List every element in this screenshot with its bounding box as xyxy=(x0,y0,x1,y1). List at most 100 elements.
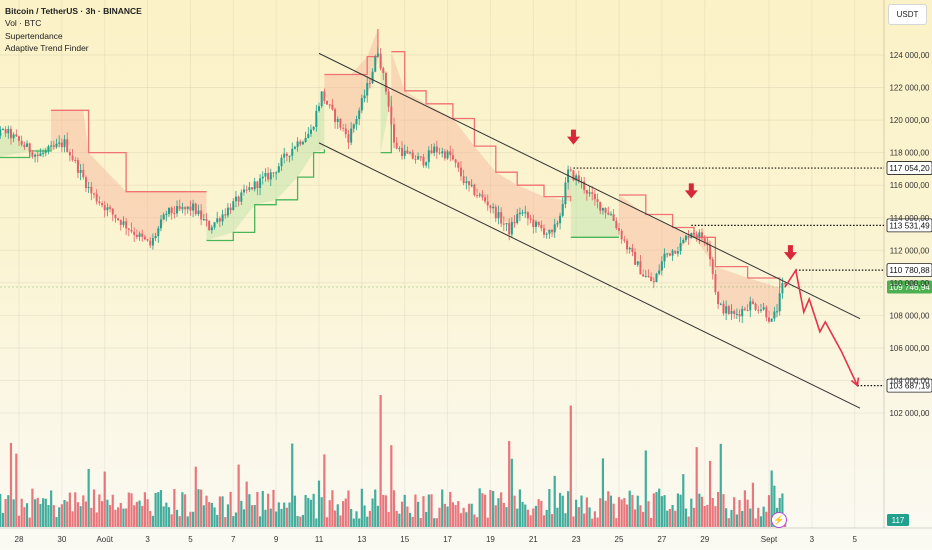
volume-bar xyxy=(781,493,784,527)
candle-body xyxy=(312,126,315,130)
x-tick-label: 21 xyxy=(529,535,538,544)
indicator-supertrend[interactable]: Supertendance xyxy=(5,30,63,41)
volume-bar xyxy=(216,514,219,527)
supertrend-line-down xyxy=(391,51,572,202)
candle-body xyxy=(411,152,414,159)
indicator-volume[interactable]: Vol · BTC xyxy=(5,18,42,29)
volume-bar xyxy=(240,500,243,527)
volume-bar xyxy=(692,507,696,527)
volume-bar xyxy=(494,505,497,527)
candle-body xyxy=(393,124,395,143)
candle-body xyxy=(481,194,484,198)
y-tick-label: 102 000,00 xyxy=(889,409,930,418)
volume-bar xyxy=(165,502,168,527)
volume-bar xyxy=(475,517,479,527)
y-tick-label: 116 000,00 xyxy=(890,181,930,190)
volume-bar xyxy=(580,495,583,527)
volume-bar xyxy=(446,506,449,527)
volume-bar xyxy=(625,504,629,527)
candle-body xyxy=(360,98,363,111)
volume-bar xyxy=(617,497,621,527)
indicator-adaptive-trend[interactable]: Adaptive Trend Finder xyxy=(5,43,89,54)
volume-bar xyxy=(323,454,326,527)
volume-bar xyxy=(623,498,626,527)
volume-bar xyxy=(23,507,26,527)
candle-body xyxy=(245,189,248,191)
volume-bar xyxy=(379,395,382,527)
current-price-label: 109 746,94 xyxy=(889,283,930,292)
volume-bar xyxy=(714,506,717,527)
volume-bar xyxy=(135,501,138,527)
candle-body xyxy=(277,166,280,173)
candle-body xyxy=(267,172,270,180)
x-tick-label: 15 xyxy=(400,535,409,544)
candle-body xyxy=(634,252,637,265)
candle-body xyxy=(510,222,513,235)
candle-body xyxy=(178,206,181,209)
volume-bar xyxy=(90,507,93,527)
lightning-icon[interactable]: ⚡ xyxy=(771,512,787,528)
candle-body xyxy=(446,151,449,159)
volume-bar xyxy=(149,511,152,527)
candle-body xyxy=(283,153,286,158)
candle-body xyxy=(553,224,556,233)
candle-body xyxy=(585,190,588,194)
volume-bar xyxy=(465,512,468,527)
candle-body xyxy=(315,110,318,127)
candle-body xyxy=(18,136,20,141)
candle-body xyxy=(679,243,682,252)
candle-body xyxy=(352,124,355,129)
candle-body xyxy=(599,201,602,211)
candle-body xyxy=(524,212,527,214)
volume-bar xyxy=(117,507,120,527)
candle-body xyxy=(650,276,653,282)
volume-bar xyxy=(374,489,377,527)
candle-body xyxy=(757,309,760,311)
candle-body xyxy=(668,253,671,256)
supertrend-fill-down xyxy=(619,195,780,319)
volume-bar xyxy=(98,494,101,527)
supertrend-fill-down xyxy=(391,51,571,236)
candle-body xyxy=(631,247,634,253)
volume-bar xyxy=(170,514,173,527)
candle-body xyxy=(674,250,677,254)
level-label: 117 054,20 xyxy=(889,164,930,173)
candle-body xyxy=(615,220,618,229)
candle-body xyxy=(275,172,278,174)
candle-body xyxy=(213,222,216,228)
volume-bar xyxy=(765,511,768,527)
volume-bar xyxy=(350,508,353,527)
candle-body xyxy=(486,201,489,206)
candle-body xyxy=(52,145,55,147)
candle-body xyxy=(762,307,765,310)
channel-lower-line xyxy=(318,142,861,409)
candle-body xyxy=(497,212,500,219)
candle-body xyxy=(492,206,495,209)
volume-bar xyxy=(100,501,104,527)
candle-body xyxy=(237,196,240,202)
y-tick-label: 124 000,00 xyxy=(889,51,930,60)
volume-bar xyxy=(39,503,42,527)
volume-bar xyxy=(146,499,149,527)
candle-body xyxy=(328,104,331,106)
candle-body xyxy=(379,53,382,69)
candle-body xyxy=(162,214,165,220)
volume-bar xyxy=(157,492,160,527)
volume-bar xyxy=(47,504,50,527)
symbol-title[interactable]: Bitcoin / TetherUS · 3h · BINANCE xyxy=(5,6,142,16)
volume-bar xyxy=(462,507,465,527)
projection-arrowhead xyxy=(850,377,860,388)
candle-body xyxy=(355,119,358,125)
candle-body xyxy=(409,152,412,154)
candle-body xyxy=(0,129,2,136)
candle-body xyxy=(243,189,245,193)
volume-bar xyxy=(572,516,575,527)
candle-body xyxy=(240,192,243,202)
candle-body xyxy=(561,204,564,216)
currency-button[interactable]: USDT xyxy=(888,4,927,25)
candle-body xyxy=(709,244,712,260)
volume-bar xyxy=(111,494,114,527)
candle-body xyxy=(714,274,717,293)
candle-body xyxy=(299,141,302,145)
